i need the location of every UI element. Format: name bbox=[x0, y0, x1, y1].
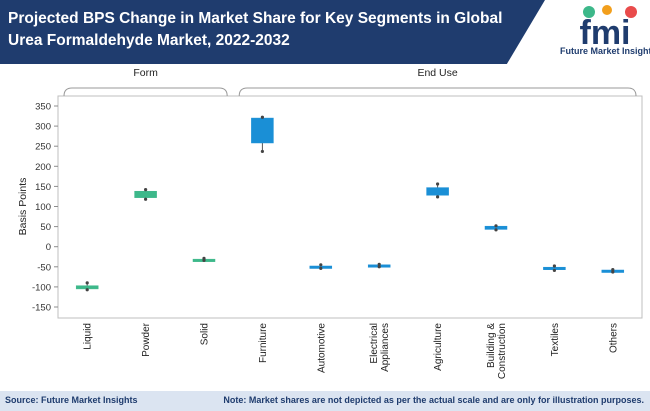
whisker-cap-min bbox=[552, 268, 557, 273]
box bbox=[134, 190, 157, 198]
logo-subtitle: Future Market Insights bbox=[560, 46, 650, 56]
y-tick-label: 200 bbox=[35, 162, 51, 173]
box bbox=[426, 187, 449, 196]
whisker-cap-max bbox=[144, 188, 148, 192]
whisker-cap-min bbox=[494, 228, 498, 232]
x-category-label-line: Solid bbox=[200, 323, 211, 345]
x-category-label: Powder bbox=[141, 322, 152, 357]
y-tick-label: 0 bbox=[46, 242, 51, 253]
x-category-label-line: Construction bbox=[497, 323, 508, 379]
x-category-label: Automotive bbox=[316, 323, 327, 373]
x-category-label: Solid bbox=[200, 323, 211, 345]
x-category-label: ElectricalAppliances bbox=[369, 323, 391, 372]
x-category-label-line: Electrical bbox=[369, 323, 380, 364]
x-category-label-line: Appliances bbox=[380, 323, 391, 372]
logo-dot-orange-icon bbox=[602, 5, 612, 15]
whisker-cap-max bbox=[552, 264, 557, 268]
whisker-cap-min bbox=[377, 265, 381, 269]
plot-area bbox=[57, 95, 643, 319]
y-tick-label: 250 bbox=[35, 142, 51, 153]
logo-dot-green-icon bbox=[583, 6, 595, 18]
y-tick-label: -150 bbox=[32, 303, 51, 314]
whisker-cap-min bbox=[611, 270, 615, 274]
x-category-label-line: Agriculture bbox=[433, 323, 444, 371]
x-category-label-line: Liquid bbox=[83, 323, 94, 350]
x-category-label: Furniture bbox=[258, 323, 269, 363]
x-category-label: Building &Construction bbox=[486, 323, 508, 379]
x-category-label: Agriculture bbox=[433, 323, 444, 371]
whisker-cap-max bbox=[319, 263, 323, 267]
whisker-cap-min bbox=[144, 197, 148, 201]
source-text: Source: Future Market Insights bbox=[5, 395, 138, 405]
box-plot-chart: -150 -100 -50 0 50 100 150 200 250 300 350 Basis Po… bbox=[17, 67, 643, 379]
whisker-cap-min bbox=[260, 149, 264, 154]
whisker-cap-max bbox=[436, 182, 440, 186]
note-text: Note: Market shares are not depicted as … bbox=[223, 395, 644, 405]
logo-text: fmi bbox=[580, 14, 631, 52]
y-tick-label: 50 bbox=[40, 222, 51, 233]
footer: Source: Future Market Insights Note: Mar… bbox=[0, 391, 650, 411]
x-category-label-line: Automotive bbox=[316, 323, 327, 373]
chart-title: Projected BPS Change in Market Share for… bbox=[8, 10, 503, 49]
group-label: End Use bbox=[417, 67, 457, 79]
logo-dot-red-icon bbox=[625, 6, 637, 18]
whisker-cap-max bbox=[377, 262, 381, 266]
x-category-label-line: Furniture bbox=[258, 323, 269, 363]
x-category-label: Others bbox=[608, 323, 619, 353]
x-category-label-line: Building & bbox=[486, 323, 497, 368]
y-tick-label: -50 bbox=[37, 262, 51, 273]
whisker-cap-max bbox=[85, 281, 89, 285]
whisker-cap-min bbox=[319, 266, 323, 271]
whisker-cap-min bbox=[85, 288, 89, 292]
x-category-label-line: Textiles bbox=[550, 323, 561, 356]
whisker-cap-min bbox=[436, 195, 440, 199]
y-axis-title: Basis Points bbox=[17, 178, 29, 236]
y-tick-label: -100 bbox=[32, 282, 51, 293]
title-band bbox=[0, 0, 545, 64]
y-tick-label: 150 bbox=[35, 182, 51, 193]
x-category-label: Liquid bbox=[83, 323, 94, 350]
group-bracket bbox=[63, 87, 228, 97]
whisker-cap-max bbox=[611, 268, 615, 272]
whisker-cap-min bbox=[202, 258, 206, 262]
group-label: Form bbox=[133, 67, 158, 79]
header: Projected BPS Change in Market Share for… bbox=[0, 0, 650, 64]
group-bracket bbox=[238, 87, 637, 97]
fmi-logo: fmi bbox=[580, 5, 637, 52]
whisker-cap-max bbox=[494, 224, 498, 228]
x-category-label-line: Powder bbox=[141, 322, 152, 357]
x-category-label: Textiles bbox=[550, 323, 561, 356]
y-tick-label: 350 bbox=[35, 102, 51, 113]
x-category-label-line: Others bbox=[608, 323, 619, 353]
box bbox=[251, 117, 274, 144]
y-tick-label: 300 bbox=[35, 122, 51, 133]
whisker-cap-max bbox=[260, 115, 264, 119]
y-tick-label: 100 bbox=[35, 202, 51, 213]
